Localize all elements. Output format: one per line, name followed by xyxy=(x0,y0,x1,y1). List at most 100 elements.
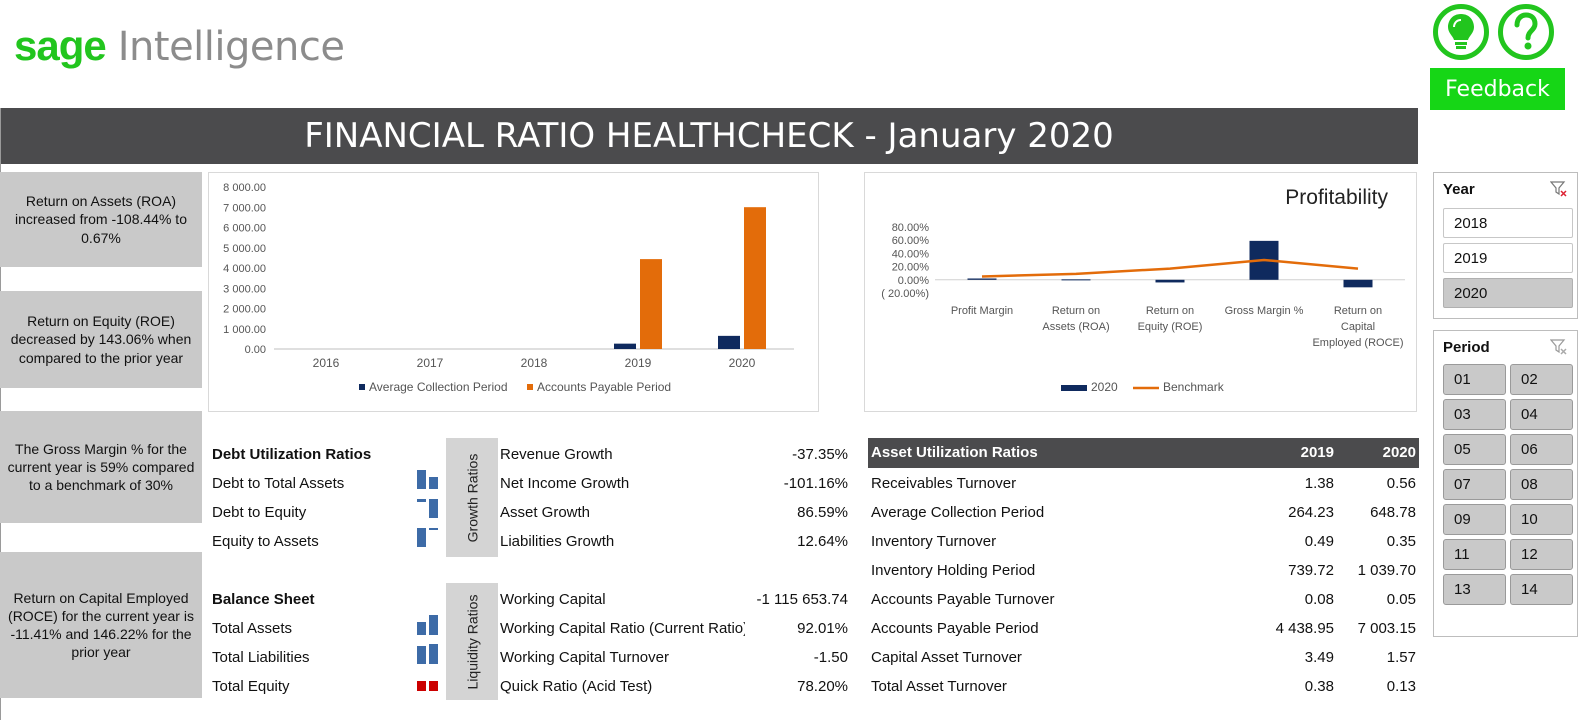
liquidity-ratios-label: Liquidity Ratios xyxy=(446,583,498,700)
ratio-value: 92.01% xyxy=(797,620,848,637)
legend-label: Benchmark xyxy=(1163,380,1225,394)
table-cell-v2019: 4 438.95 xyxy=(1275,620,1334,637)
table-cell-v2020: 0.05 xyxy=(1386,591,1416,608)
insight-roce: Return on Capital Employed (ROCE) for th… xyxy=(0,552,202,698)
table-cell-v2020: 0.56 xyxy=(1386,475,1416,492)
question-icon[interactable] xyxy=(1498,4,1554,60)
year-slicer: Year 2018 2019 2020 xyxy=(1433,172,1578,319)
growth-ratios-label: Growth Ratios xyxy=(446,438,498,557)
col-2019: 2019 xyxy=(1300,444,1334,461)
table-cell-label: Average Collection Period xyxy=(871,504,1045,521)
ratio-name: Revenue Growth xyxy=(500,446,613,463)
period-slicer-title: Period xyxy=(1443,339,1490,356)
table-cell-v2019: 0.08 xyxy=(1304,591,1334,608)
ratio-value: 86.59% xyxy=(797,504,848,521)
y-tick-label: 20.00% xyxy=(892,262,930,274)
ratio-name: Liabilities Growth xyxy=(500,533,615,550)
bar-1 xyxy=(744,207,766,349)
debt-title: Debt Utilization Ratios xyxy=(212,446,372,463)
year-option-2020[interactable]: 2020 xyxy=(1443,278,1573,308)
insight-gross-margin: The Gross Margin % for the current year … xyxy=(0,411,202,523)
table-row: Average Collection Period 264.23 648.78 xyxy=(868,504,1419,526)
bar-2020 xyxy=(1061,279,1091,281)
year-option-2019[interactable]: 2019 xyxy=(1443,243,1573,273)
year-option-2018[interactable]: 2018 xyxy=(1443,208,1573,238)
debt-row: Debt to Equity xyxy=(212,504,307,521)
table-cell-v2020: 648.78 xyxy=(1370,504,1416,521)
period-option-01[interactable]: 01 xyxy=(1443,364,1506,395)
y-tick-label: 40.00% xyxy=(892,248,930,260)
table-cell-v2020: 1.57 xyxy=(1386,649,1416,666)
y-tick-label: 7 000.00 xyxy=(223,202,266,214)
sparkline-equity-to-assets xyxy=(417,528,438,547)
period-option-07[interactable]: 07 xyxy=(1443,469,1506,500)
asset-utilization-header: Asset Utilization Ratios 2019 2020 xyxy=(868,438,1419,468)
period-option-08[interactable]: 08 xyxy=(1510,469,1573,500)
period-bar-chart: 8 000.00 7 000.00 6 000.00 5 000.00 4 000.00… xyxy=(223,182,794,394)
legend-swatch xyxy=(1061,385,1087,391)
asset-util-title: Asset Utilization Ratios xyxy=(871,444,1038,461)
debt-row: Debt to Total Assets xyxy=(212,475,345,492)
table-row: Accounts Payable Period 4 438.95 7 003.15 xyxy=(868,620,1419,642)
y-tick-label: 0.00 xyxy=(245,344,266,356)
x-tick-label: Return on Assets (ROA) xyxy=(1042,305,1109,333)
benchmark-line xyxy=(981,258,1359,278)
ratio-name: Working Capital Turnover xyxy=(500,649,669,666)
year-slicer-title: Year xyxy=(1443,181,1475,198)
sage-intelligence-logo: sage Intelligence xyxy=(14,22,345,78)
table-cell-label: Inventory Holding Period xyxy=(871,562,1036,579)
ratio-name: Asset Growth xyxy=(500,504,591,521)
balance-title: Balance Sheet xyxy=(212,591,315,608)
table-cell-label: Capital Asset Turnover xyxy=(871,649,1022,666)
period-option-10[interactable]: 10 xyxy=(1510,504,1573,535)
y-tick-label: 2 000.00 xyxy=(223,304,266,316)
period-option-03[interactable]: 03 xyxy=(1443,399,1506,430)
bar-2020 xyxy=(967,278,997,280)
logo-intelligence-text: Intelligence xyxy=(117,24,345,70)
legend-swatch xyxy=(527,384,533,390)
clear-filter-icon[interactable] xyxy=(1550,181,1568,197)
table-cell-v2020: 1 039.70 xyxy=(1357,562,1416,579)
y-tick-label: 3 000.00 xyxy=(223,283,266,295)
x-tick-label: 2016 xyxy=(313,356,340,370)
feedback-button[interactable]: Feedback xyxy=(1430,68,1565,110)
period-option-12[interactable]: 12 xyxy=(1510,539,1573,570)
table-row: Inventory Turnover 0.49 0.35 xyxy=(868,533,1419,555)
clear-filter-icon[interactable] xyxy=(1550,339,1568,355)
period-option-05[interactable]: 05 xyxy=(1443,434,1506,465)
period-option-14[interactable]: 14 xyxy=(1510,574,1573,605)
y-tick-label: 0.00% xyxy=(898,275,929,287)
legend-label: 2020 xyxy=(1091,380,1118,394)
ratio-value: -1 115 653.74 xyxy=(756,591,848,608)
bar-2020 xyxy=(1343,279,1373,288)
legend-swatch xyxy=(359,384,365,390)
period-option-04[interactable]: 04 xyxy=(1510,399,1573,430)
bar-0 xyxy=(718,335,740,349)
table-cell-label: Inventory Turnover xyxy=(871,533,997,550)
table-row: Total Asset Turnover 0.38 0.13 xyxy=(868,678,1419,700)
lightbulb-icon[interactable] xyxy=(1433,4,1489,60)
x-tick-label: Return on Equity (ROE) xyxy=(1138,305,1203,333)
y-tick-label: 5 000.00 xyxy=(223,243,266,255)
x-tick-label: Return on Capital Employed (ROCE) xyxy=(1312,305,1403,349)
table-cell-label: Receivables Turnover xyxy=(871,475,1017,492)
period-option-13[interactable]: 13 xyxy=(1443,574,1506,605)
x-tick-label: 2019 xyxy=(625,356,652,370)
y-tick-label: 1 000.00 xyxy=(223,324,266,336)
ratio-value: -37.35% xyxy=(792,446,848,463)
table-cell-v2019: 1.38 xyxy=(1304,475,1334,492)
bar-0 xyxy=(614,343,636,349)
insight-roa: Return on Assets (ROA) increased from -1… xyxy=(0,172,202,267)
period-option-11[interactable]: 11 xyxy=(1443,539,1506,570)
period-option-02[interactable]: 02 xyxy=(1510,364,1573,395)
table-row: Capital Asset Turnover 3.49 1.57 xyxy=(868,649,1419,671)
legend-label: Average Collection Period xyxy=(369,380,508,394)
table-cell-v2019: 0.49 xyxy=(1304,533,1334,550)
table-row: Receivables Turnover 1.38 0.56 xyxy=(868,475,1419,497)
ratio-name: Working Capital xyxy=(500,591,606,608)
period-option-09[interactable]: 09 xyxy=(1443,504,1506,535)
insight-roe: Return on Equity (ROE) decreased by 143.… xyxy=(0,291,202,388)
x-tick-label: 2017 xyxy=(417,356,444,370)
period-option-06[interactable]: 06 xyxy=(1510,434,1573,465)
table-cell-label: Total Asset Turnover xyxy=(871,678,1007,695)
